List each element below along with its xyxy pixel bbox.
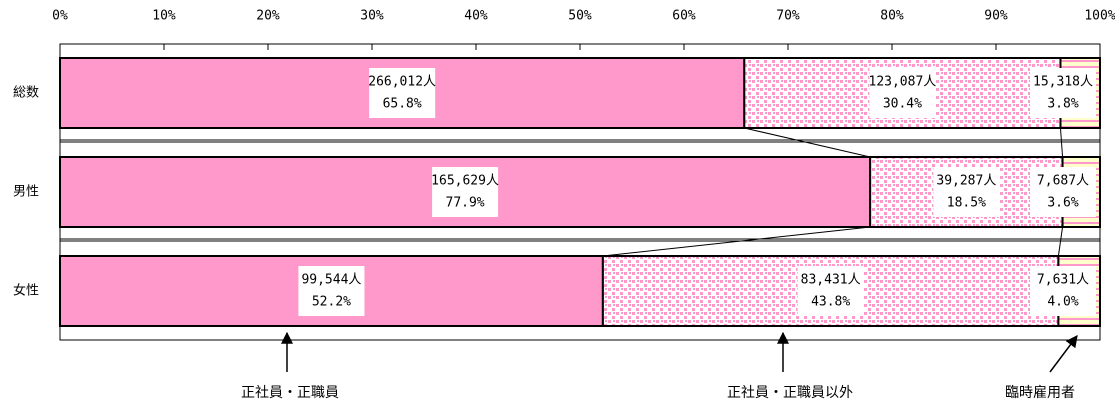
count-label: 83,431人: [801, 273, 861, 288]
count-label: 123,087人: [869, 75, 937, 90]
count-label: 266,012人: [368, 75, 436, 90]
connector: [1059, 127, 1064, 158]
count-label: 15,318人: [1033, 75, 1093, 90]
value-label: 3.6%: [1047, 196, 1078, 211]
category-label: 総数: [13, 86, 39, 101]
category-label: 女性: [13, 283, 39, 299]
label-box: [298, 266, 365, 316]
legend-label: 正社員・正職員: [241, 385, 339, 401]
count-label: 99,544人: [301, 273, 361, 288]
connector: [744, 127, 871, 158]
x-tick-label: 10%: [152, 9, 176, 24]
label-box: [1030, 167, 1096, 217]
value-label: 3.8%: [1047, 97, 1078, 112]
x-tick-label: 20%: [256, 9, 280, 24]
x-tick-label: 90%: [984, 9, 1008, 24]
value-label: 65.8%: [383, 97, 422, 112]
count-label: 7,631人: [1037, 273, 1089, 288]
count-label: 165,629人: [431, 174, 499, 189]
connector: [602, 226, 871, 257]
label-box: [797, 266, 864, 316]
connector: [1057, 226, 1064, 257]
count-label: 39,287人: [936, 174, 996, 189]
value-label: 4.0%: [1047, 295, 1078, 310]
x-tick-label: 50%: [568, 9, 592, 24]
x-tick-label: 70%: [776, 9, 800, 24]
label-box: [369, 68, 436, 118]
value-label: 30.4%: [883, 97, 922, 112]
x-tick-label: 100%: [1084, 9, 1115, 24]
value-label: 77.9%: [446, 196, 485, 211]
x-tick-label: 40%: [464, 9, 488, 24]
label-box: [933, 167, 1000, 217]
x-tick-label: 60%: [672, 9, 696, 24]
x-tick-label: 0%: [52, 9, 68, 24]
value-label: 52.2%: [312, 295, 351, 310]
x-tick-label: 80%: [880, 9, 904, 24]
legend-arrow: [1049, 335, 1078, 373]
x-tick-label: 30%: [360, 9, 384, 24]
count-label: 7,687人: [1037, 174, 1089, 189]
label-box: [432, 167, 499, 217]
label-box: [869, 68, 936, 118]
label-box: [1030, 68, 1096, 118]
legend-label: 正社員・正職員以外: [727, 385, 853, 401]
legend-label: 臨時雇用者: [1005, 384, 1075, 401]
value-label: 18.5%: [947, 196, 986, 211]
category-label: 男性: [13, 185, 39, 200]
label-box: [1030, 266, 1096, 316]
value-label: 43.8%: [811, 295, 850, 310]
